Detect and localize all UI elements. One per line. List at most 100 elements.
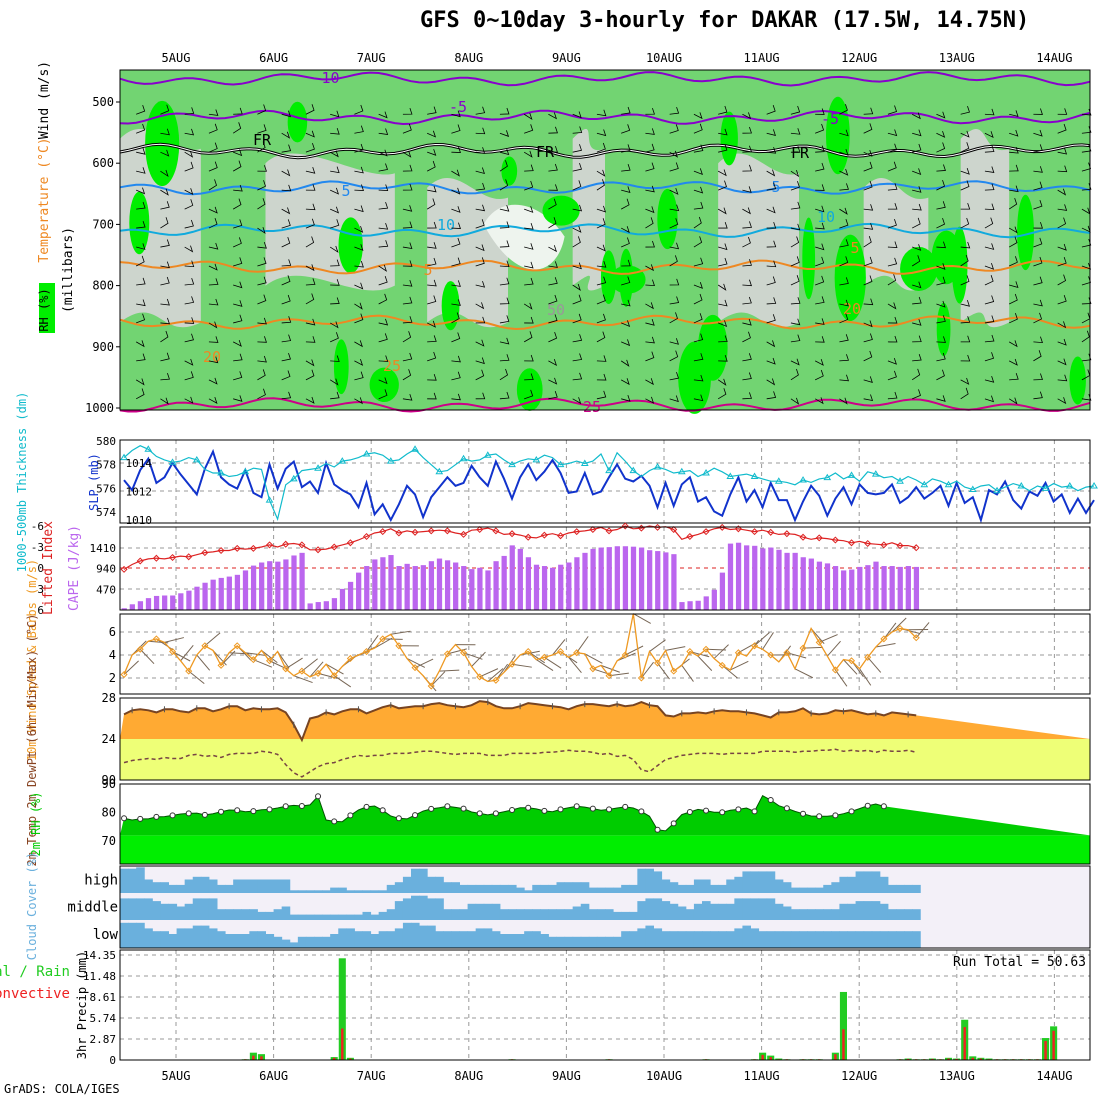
wind-barb (305, 359, 315, 367)
wind-barb (1081, 330, 1090, 343)
wind-barb (815, 222, 825, 230)
temperature-contour (119, 259, 1091, 275)
wind-barb (839, 374, 849, 382)
cloud-middle-bar (217, 909, 226, 920)
rh-low-patch (718, 153, 799, 328)
cloud-middle-bar (249, 909, 258, 920)
cape-bar (129, 604, 135, 610)
wind-barb (184, 161, 194, 172)
cloud-low-bar (823, 931, 832, 948)
wind-barb (257, 242, 267, 249)
wind-barb (596, 355, 607, 362)
slp-line (123, 448, 1095, 524)
wind-barb (524, 164, 534, 172)
wind-barb (960, 241, 971, 249)
thickness-marker (338, 457, 347, 464)
slp-axis-label: SLP (mb) (87, 453, 101, 511)
cape-bar (372, 559, 378, 610)
cloud-low-bar (685, 931, 695, 948)
wind-barb (524, 373, 534, 381)
cloud-middle-bar (758, 898, 768, 920)
wind-barb (936, 130, 946, 138)
wind-barb (572, 236, 581, 248)
cloud-high-bar (904, 884, 913, 893)
wind-barb (257, 317, 267, 325)
wind-barb (548, 217, 557, 229)
wind-barb (839, 277, 849, 286)
wind-barb (354, 358, 364, 366)
surface-wind-barb (139, 648, 155, 665)
cloud-low-bar (208, 928, 218, 948)
wind-barb (815, 318, 825, 325)
wind-barb (718, 180, 727, 191)
cape-bar (703, 596, 709, 610)
date-label-bottom: 12AUG (841, 1069, 877, 1083)
wind-barb (912, 143, 922, 153)
cape-bar (162, 595, 168, 610)
rh-high-patch (441, 281, 460, 331)
wind-barb (184, 296, 195, 305)
wind-barb (790, 368, 799, 381)
wind-barb (427, 295, 437, 305)
wind-barb (984, 166, 995, 173)
cloud-high-bar (192, 876, 202, 893)
wind-barb (208, 321, 218, 329)
precip-convective-bar (341, 1028, 344, 1060)
thickness-marker (532, 455, 541, 463)
wind-barb (257, 369, 266, 381)
wind-barb (330, 187, 340, 195)
surface-wind-barb (568, 656, 582, 673)
surface-wind-barb (786, 652, 807, 659)
cloud-high-bar (556, 882, 566, 893)
li-marker (363, 532, 371, 541)
thickness-marker (944, 480, 953, 488)
cloud-middle-bar (184, 903, 194, 920)
wind-speed-marker (460, 649, 468, 657)
cloud-low-bar (176, 928, 186, 948)
wind-barb (766, 169, 776, 177)
wind-barb (1009, 146, 1019, 154)
cloud-middle-bar (887, 909, 897, 920)
cape-bar (687, 601, 693, 610)
cloud-high-bar (499, 884, 509, 893)
temperature-axis-label: Temperature (°C) (37, 137, 52, 262)
wind-barb (378, 240, 389, 248)
wind-speed-marker (573, 649, 581, 657)
wind-barb (572, 144, 582, 153)
wind-barb (208, 217, 218, 229)
wind-barb (596, 169, 606, 177)
wind-barb (354, 143, 364, 153)
wind-barb (354, 313, 364, 324)
wind-barb (742, 392, 752, 400)
cape-bar (881, 566, 887, 610)
wind-barb (233, 371, 243, 381)
cloud-low-bar (540, 934, 549, 948)
wind-barb (1008, 340, 1018, 348)
surface-wind-barb (649, 639, 666, 652)
wind-barb (1033, 166, 1043, 173)
wind-barb (524, 316, 534, 324)
rh2m-marker (509, 807, 516, 813)
cloud-low-bar (168, 934, 178, 948)
wind-barb (621, 237, 630, 248)
thickness-marker (120, 453, 128, 461)
cape-bar (461, 566, 467, 610)
cloud-high-bar (580, 882, 590, 893)
cloud-low-bar (257, 931, 266, 948)
cloud-high-bar (459, 884, 469, 893)
wind-barb (645, 162, 655, 172)
temp2m-axis-label: 2m Temp 2m DewPt (6hr Min/Max) (°C) (25, 614, 39, 867)
wind-barb (766, 260, 777, 268)
wind-barb (135, 388, 145, 400)
rh-low-patch (120, 129, 201, 328)
wind-barb (669, 218, 679, 229)
wind-barb (863, 204, 874, 211)
pressure-tick-label: 500 (92, 95, 114, 109)
wind-barb (475, 257, 485, 267)
wind-barb (281, 207, 291, 215)
wind-barb (863, 107, 874, 115)
wind-speed-marker (637, 674, 645, 682)
surface-wind-barb (253, 659, 273, 668)
wind-barb (621, 276, 631, 286)
